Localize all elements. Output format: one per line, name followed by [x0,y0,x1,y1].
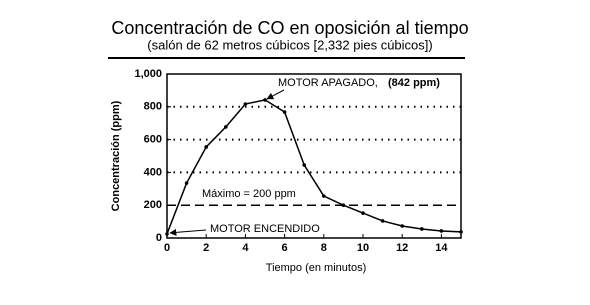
arrow-on [169,228,207,236]
x-axis-label: Tiempo (en minutos) [266,262,366,274]
data-point [439,229,444,233]
x-tick-label: 0 [164,242,170,254]
x-tick-label: 2 [203,242,209,254]
y-tick-label: 600 [144,134,162,146]
data-point [380,219,385,223]
data-point [282,110,287,114]
x-tick-label: 4 [242,242,249,254]
y-axis-label: Concentración (ppm) [110,100,122,211]
data-point [263,98,267,102]
annotation-on: MOTOR ENCENDIDO [210,223,320,235]
x-tick-label: 12 [396,242,408,254]
data-point [361,211,365,215]
arrow-off [266,89,285,100]
data-line [166,99,462,235]
annotation-off: MOTOR APAGADO, [278,77,378,89]
y-tick-label: 800 [144,101,162,113]
x-tick-label: 8 [321,242,327,254]
x-tick-label: 6 [282,242,288,254]
data-point [184,181,189,185]
data-point [243,102,248,106]
annotation-off-value: (842 ppm) [388,77,440,89]
y-tick-label: 0 [156,232,162,244]
y-tick-label: 1,000 [134,68,162,80]
data-point [302,163,307,167]
data-point [204,145,208,149]
data-point [224,125,228,129]
data-point [459,230,463,234]
data-point [341,203,346,207]
chart-subtitle: (salón de 62 metros cúbicos [2,332 pies … [147,37,432,52]
plot-frame [166,73,462,239]
data-point [322,194,326,198]
data-point [420,227,424,231]
chart-title: Concentración de CO en oposición al tiem… [111,18,468,38]
x-tick-label: 14 [435,242,448,254]
data-point [165,232,169,236]
threshold-label: Máximo = 200 ppm [202,188,296,200]
y-tick-label: 200 [144,199,162,211]
x-tick-label: 10 [357,242,369,254]
data-point [400,224,405,228]
y-tick-label: 400 [144,166,162,178]
